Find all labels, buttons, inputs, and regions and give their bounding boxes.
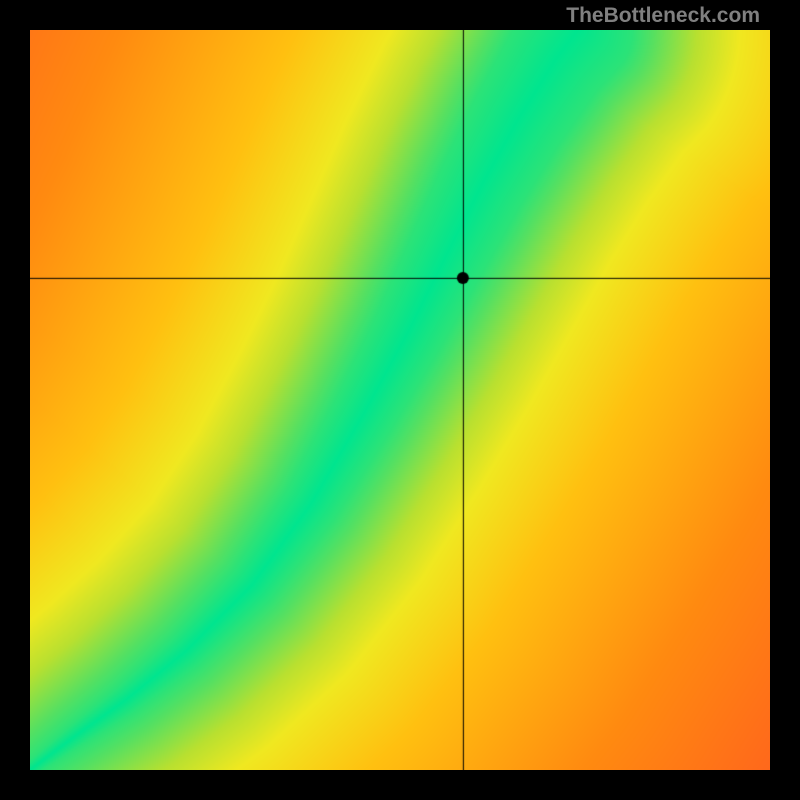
plot-area — [30, 30, 770, 770]
heatmap-canvas — [30, 30, 770, 770]
chart-container: TheBottleneck.com — [0, 0, 800, 800]
attribution-text: TheBottleneck.com — [566, 4, 760, 28]
